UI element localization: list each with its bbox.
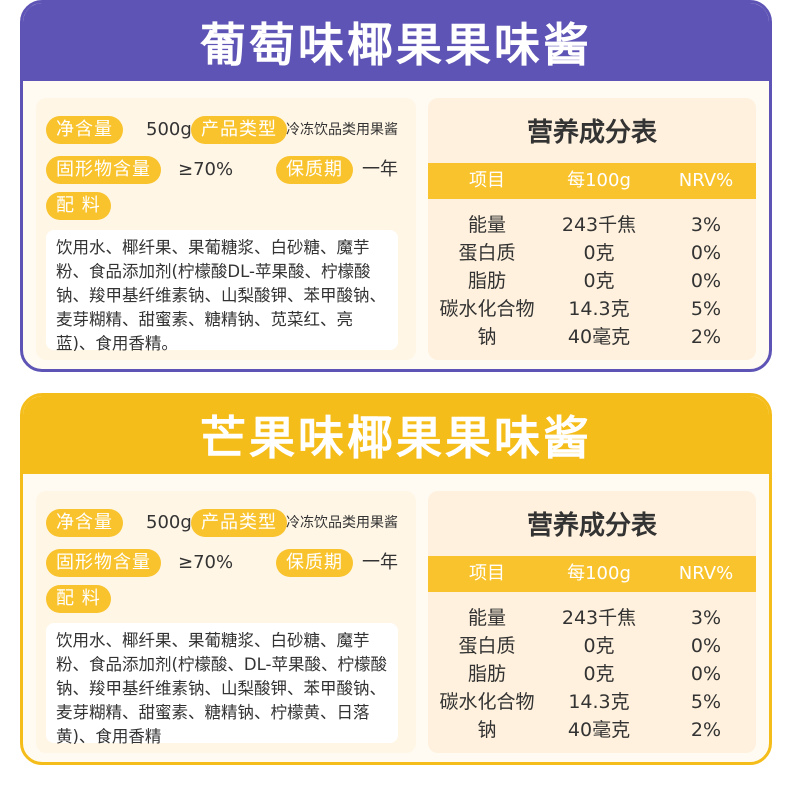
net-content-label: 净含量 bbox=[46, 509, 123, 537]
nutrient-nrv: 5% bbox=[690, 691, 722, 713]
nutrient-nrv: 0% bbox=[690, 270, 722, 292]
product-card-mango: 芒果味椰果果味酱 净含量 500g 产品类型 冷冻饮品类用果酱 固形物含量 ≥7… bbox=[20, 393, 772, 765]
nutrient-nrv: 0% bbox=[690, 635, 722, 657]
nutrition-row: 能量 243千焦 3% bbox=[428, 211, 756, 239]
header-per100g: 每100g bbox=[567, 170, 631, 191]
nutrient-name: 能量 bbox=[467, 607, 506, 629]
net-content-label: 净含量 bbox=[46, 116, 123, 144]
nutrient-nrv: 2% bbox=[690, 719, 722, 741]
nutrient-amount: 0克 bbox=[583, 635, 615, 657]
product-title: 葡萄味椰果果味酱 bbox=[23, 3, 769, 81]
header-per100g: 每100g bbox=[567, 563, 631, 584]
nutrient-name: 钠 bbox=[477, 719, 497, 741]
header-nrv: NRV% bbox=[678, 170, 734, 191]
shelf-life-value: 一年 bbox=[362, 159, 398, 180]
nutrient-name: 碳水化合物 bbox=[439, 298, 535, 320]
nutrient-name: 蛋白质 bbox=[458, 635, 516, 657]
nutrient-amount: 0克 bbox=[583, 270, 615, 292]
solids-value: ≥70% bbox=[178, 552, 234, 573]
nutrient-amount: 243千焦 bbox=[561, 214, 637, 236]
header-nrv: NRV% bbox=[678, 563, 734, 584]
nutrient-amount: 0克 bbox=[583, 663, 615, 685]
nutrient-nrv: 3% bbox=[690, 214, 722, 236]
nutrient-name: 脂肪 bbox=[467, 270, 506, 292]
nutrition-header-row: 项目 每100g NRV% bbox=[428, 556, 756, 592]
product-type-value: 冷冻饮品类用果酱 bbox=[286, 515, 398, 531]
nutrition-title: 营养成分表 bbox=[526, 511, 657, 541]
product-type-label: 产品类型 bbox=[191, 509, 287, 537]
product-title: 芒果味椰果果味酱 bbox=[23, 396, 769, 474]
nutrition-row: 碳水化合物 14.3克 5% bbox=[428, 688, 756, 716]
nutrient-name: 碳水化合物 bbox=[439, 691, 535, 713]
nutrient-nrv: 0% bbox=[690, 242, 722, 264]
nutrition-header-row: 项目 每100g NRV% bbox=[428, 163, 756, 199]
nutrition-row: 脂肪 0克 0% bbox=[428, 660, 756, 688]
nutrition-row: 脂肪 0克 0% bbox=[428, 267, 756, 295]
solids-label: 固形物含量 bbox=[46, 549, 161, 577]
nutrient-nrv: 0% bbox=[690, 663, 722, 685]
nutrition-row: 钠 40毫克 2% bbox=[428, 323, 756, 351]
product-card-grape: 葡萄味椰果果味酱 净含量 500g 产品类型 冷冻饮品类用果酱 固形物含量 ≥7… bbox=[20, 0, 772, 372]
nutrient-amount: 243千焦 bbox=[561, 607, 637, 629]
nutrition-row: 蛋白质 0克 0% bbox=[428, 632, 756, 660]
nutrient-name: 脂肪 bbox=[467, 663, 506, 685]
ingredients-text: 饮用水、椰纤果、果葡糖浆、白砂糖、魔芋粉、食品添加剂(柠檬酸DL-苹果酸、柠檬酸… bbox=[46, 230, 398, 353]
nutrition-title: 营养成分表 bbox=[526, 118, 657, 148]
nutrient-name: 能量 bbox=[467, 214, 506, 236]
nutrient-name: 蛋白质 bbox=[458, 242, 516, 264]
nutrient-nrv: 5% bbox=[690, 298, 722, 320]
shelf-life-label: 保质期 bbox=[276, 156, 353, 184]
nutrition-row: 能量 243千焦 3% bbox=[428, 604, 756, 632]
net-content-value: 500g bbox=[146, 119, 192, 140]
nutrition-row: 蛋白质 0克 0% bbox=[428, 239, 756, 267]
solids-label: 固形物含量 bbox=[46, 156, 161, 184]
nutrient-nrv: 3% bbox=[690, 607, 722, 629]
nutrient-amount: 14.3克 bbox=[568, 298, 630, 320]
nutrient-name: 钠 bbox=[477, 326, 497, 348]
net-content-value: 500g bbox=[146, 512, 192, 533]
product-info-panel: 净含量 500g 产品类型 冷冻饮品类用果酱 固形物含量 ≥70% 保质期 一年… bbox=[36, 98, 416, 360]
nutrient-amount: 14.3克 bbox=[568, 691, 630, 713]
header-item: 项目 bbox=[469, 170, 505, 191]
solids-value: ≥70% bbox=[178, 159, 234, 180]
ingredients-label: 配 料 bbox=[46, 192, 111, 220]
ingredients-text: 饮用水、椰纤果、果葡糖浆、白砂糖、魔芋粉、食品添加剂(柠檬酸、DL-苹果酸、柠檬… bbox=[46, 623, 398, 746]
nutrition-row: 碳水化合物 14.3克 5% bbox=[428, 295, 756, 323]
nutrition-table: 营养成分表 项目 每100g NRV% 能量 243千焦 3% 蛋白质 0克 0… bbox=[428, 98, 756, 360]
header-item: 项目 bbox=[469, 563, 505, 584]
nutrient-nrv: 2% bbox=[690, 326, 722, 348]
nutrient-amount: 0克 bbox=[583, 242, 615, 264]
nutrition-row: 钠 40毫克 2% bbox=[428, 716, 756, 744]
nutrient-amount: 40毫克 bbox=[567, 326, 631, 348]
product-type-label: 产品类型 bbox=[191, 116, 287, 144]
shelf-life-label: 保质期 bbox=[276, 549, 353, 577]
ingredients-label: 配 料 bbox=[46, 585, 111, 613]
nutrition-table: 营养成分表 项目 每100g NRV% 能量 243千焦 3% 蛋白质 0克 0… bbox=[428, 491, 756, 753]
nutrient-amount: 40毫克 bbox=[567, 719, 631, 741]
product-type-value: 冷冻饮品类用果酱 bbox=[286, 122, 398, 138]
shelf-life-value: 一年 bbox=[362, 552, 398, 573]
product-info-panel: 净含量 500g 产品类型 冷冻饮品类用果酱 固形物含量 ≥70% 保质期 一年… bbox=[36, 491, 416, 753]
